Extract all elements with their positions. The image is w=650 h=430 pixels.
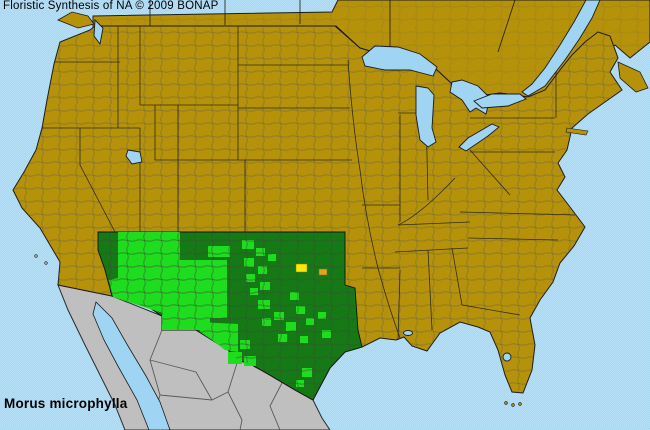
st-lawrence [521,0,601,97]
lake-pontchartrain [403,330,413,336]
lake-erie [458,123,500,152]
lake-superior [361,45,438,77]
nova-scotia [617,61,649,93]
channel-island-1 [34,254,38,258]
mexico-region [57,284,331,430]
florida-keys-2 [511,403,515,407]
florida-keys-3 [518,402,522,406]
map-title: Floristic Synthesis of NA © 2009 BONAP [3,0,219,12]
florida-keys-1 [504,401,508,405]
long-island [565,127,589,136]
channel-island-2 [44,261,48,265]
islands [34,127,589,407]
rare-county-yellow [295,263,308,273]
puget-sound [93,18,104,46]
lake-okeechobee [502,352,512,362]
us-state-borders [42,26,576,341]
great-salt-lake [125,149,143,165]
vancouver-island [57,11,95,29]
lake-michigan [415,85,437,148]
gulf-of-california [92,301,171,430]
great-lakes [93,0,601,362]
lake-ontario [473,93,527,109]
species-name-label: Morus microphylla [4,396,128,411]
status-county-orange [318,268,328,276]
